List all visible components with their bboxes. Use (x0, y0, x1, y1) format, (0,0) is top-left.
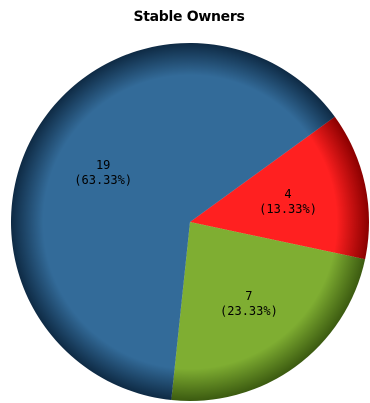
pie-slice-4 (190, 116, 369, 260)
pie-slice-7 (171, 222, 366, 401)
pie-slices (11, 42, 369, 401)
slice-label-4: 4 (13.33%) (259, 187, 317, 216)
slice-label-19: 19 (63.33%) (74, 158, 132, 187)
pie-slice-19 (11, 42, 335, 401)
slice-label-7: 7 (23.33%) (220, 289, 278, 318)
pie-labels: 4 (13.33%) 7 (23.33%) 19 (63.33%) (74, 158, 317, 318)
chart-title: Stable Owners (133, 9, 245, 25)
